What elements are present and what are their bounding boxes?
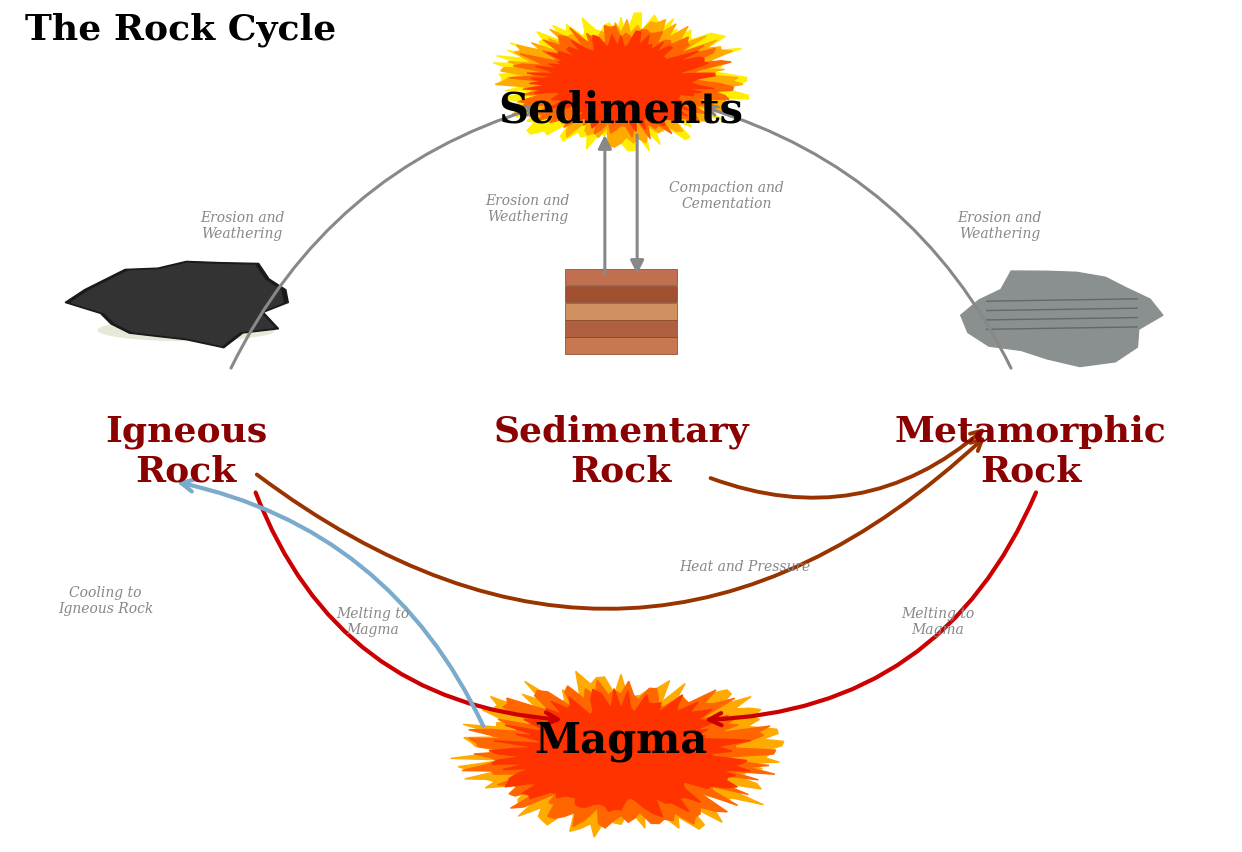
Bar — [565, 337, 677, 354]
Text: Sediments: Sediments — [498, 89, 744, 132]
Bar — [565, 320, 677, 337]
Polygon shape — [71, 263, 283, 345]
Text: Erosion and
Weathering: Erosion and Weathering — [486, 193, 570, 224]
Polygon shape — [509, 26, 734, 139]
Bar — [565, 286, 677, 302]
Bar — [565, 269, 677, 285]
Text: Erosion and
Weathering: Erosion and Weathering — [200, 210, 284, 241]
Polygon shape — [961, 271, 1163, 366]
Text: Cooling to
Igneous Rock: Cooling to Igneous Rock — [58, 585, 153, 616]
Polygon shape — [65, 262, 288, 348]
Text: Melting to
Magma: Melting to Magma — [337, 607, 409, 637]
Text: Compaction and
Cementation: Compaction and Cementation — [669, 181, 784, 211]
Text: The Rock Cycle: The Rock Cycle — [25, 13, 337, 47]
Polygon shape — [496, 20, 743, 147]
Text: Magma: Magma — [534, 720, 708, 763]
Polygon shape — [489, 688, 750, 817]
Text: Sedimentary
Rock: Sedimentary Rock — [493, 415, 749, 488]
Bar — [565, 303, 677, 320]
Text: Erosion and
Weathering: Erosion and Weathering — [958, 210, 1042, 241]
Text: Metamorphic
Rock: Metamorphic Rock — [895, 415, 1166, 488]
Polygon shape — [493, 13, 749, 151]
Polygon shape — [462, 680, 776, 828]
Polygon shape — [451, 671, 784, 837]
Polygon shape — [527, 32, 715, 131]
Text: Heat and Pressure: Heat and Pressure — [679, 560, 811, 573]
Ellipse shape — [97, 319, 276, 341]
Text: Melting to
Magma: Melting to Magma — [902, 607, 974, 637]
Text: Igneous
Rock: Igneous Rock — [106, 415, 267, 488]
